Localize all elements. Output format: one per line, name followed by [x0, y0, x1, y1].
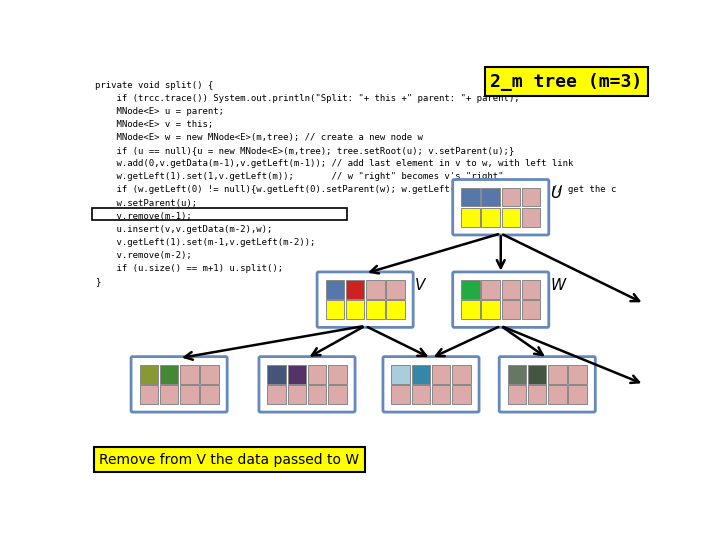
Text: if (trcc.trace()) System.out.println("Split: "+ this +" parent: "+ parent);: if (trcc.trace()) System.out.println("Sp…	[94, 94, 519, 103]
FancyBboxPatch shape	[325, 300, 344, 319]
FancyBboxPatch shape	[180, 365, 199, 383]
FancyBboxPatch shape	[325, 280, 344, 299]
Text: private void split() {: private void split() {	[94, 80, 213, 90]
Text: V: V	[415, 278, 425, 293]
FancyBboxPatch shape	[392, 365, 410, 383]
FancyBboxPatch shape	[287, 385, 306, 403]
Text: if (u.size() == m+1) u.split();: if (u.size() == m+1) u.split();	[94, 264, 283, 273]
FancyBboxPatch shape	[412, 385, 431, 403]
FancyBboxPatch shape	[508, 385, 526, 403]
FancyBboxPatch shape	[383, 356, 479, 412]
Text: w.setParent(u);: w.setParent(u);	[94, 199, 197, 207]
FancyBboxPatch shape	[462, 300, 480, 319]
FancyBboxPatch shape	[453, 179, 549, 235]
FancyBboxPatch shape	[160, 365, 179, 383]
FancyBboxPatch shape	[259, 356, 355, 412]
FancyBboxPatch shape	[548, 385, 567, 403]
Text: 2_m tree (m=3): 2_m tree (m=3)	[490, 73, 643, 91]
FancyBboxPatch shape	[307, 365, 326, 383]
FancyBboxPatch shape	[366, 280, 384, 299]
FancyBboxPatch shape	[482, 280, 500, 299]
FancyBboxPatch shape	[482, 300, 500, 319]
FancyBboxPatch shape	[568, 385, 587, 403]
FancyBboxPatch shape	[307, 385, 326, 403]
FancyBboxPatch shape	[528, 365, 546, 383]
FancyBboxPatch shape	[200, 385, 219, 403]
FancyBboxPatch shape	[548, 365, 567, 383]
FancyBboxPatch shape	[91, 208, 347, 220]
FancyBboxPatch shape	[528, 385, 546, 403]
FancyBboxPatch shape	[452, 365, 471, 383]
FancyBboxPatch shape	[522, 280, 540, 299]
FancyBboxPatch shape	[346, 280, 364, 299]
FancyBboxPatch shape	[432, 365, 451, 383]
FancyBboxPatch shape	[502, 208, 520, 226]
FancyBboxPatch shape	[267, 365, 286, 383]
Text: if (w.getLeft(0) != null){w.getLeft(0).setParent(w); w.getLeft(1).setParent(w);}: if (w.getLeft(0) != null){w.getLeft(0).s…	[94, 185, 616, 194]
FancyBboxPatch shape	[482, 208, 500, 226]
FancyBboxPatch shape	[453, 272, 549, 327]
Text: U: U	[550, 186, 562, 201]
FancyBboxPatch shape	[140, 365, 158, 383]
Text: }: }	[94, 277, 100, 286]
FancyBboxPatch shape	[392, 385, 410, 403]
FancyBboxPatch shape	[522, 188, 540, 206]
FancyBboxPatch shape	[267, 385, 286, 403]
Text: MNode<E> u = parent;: MNode<E> u = parent;	[94, 107, 224, 116]
FancyBboxPatch shape	[200, 365, 219, 383]
FancyBboxPatch shape	[328, 385, 346, 403]
FancyBboxPatch shape	[287, 365, 306, 383]
FancyBboxPatch shape	[346, 300, 364, 319]
Text: W: W	[550, 278, 565, 293]
FancyBboxPatch shape	[502, 280, 520, 299]
FancyBboxPatch shape	[317, 272, 413, 327]
FancyBboxPatch shape	[386, 280, 405, 299]
FancyBboxPatch shape	[386, 300, 405, 319]
FancyBboxPatch shape	[462, 208, 480, 226]
Text: v.remove(m-2);: v.remove(m-2);	[94, 251, 192, 260]
FancyBboxPatch shape	[499, 356, 595, 412]
FancyBboxPatch shape	[412, 365, 431, 383]
FancyBboxPatch shape	[522, 300, 540, 319]
Text: Remove from V the data passed to W: Remove from V the data passed to W	[99, 453, 359, 467]
Text: if (u == null){u = new MNode<E>(m,tree); tree.setRoot(u); v.setParent(u);}: if (u == null){u = new MNode<E>(m,tree);…	[94, 146, 514, 155]
Text: v.getLeft(1).set(m-1,v.getLeft(m-2));: v.getLeft(1).set(m-1,v.getLeft(m-2));	[94, 238, 315, 247]
FancyBboxPatch shape	[432, 385, 451, 403]
FancyBboxPatch shape	[568, 365, 587, 383]
FancyBboxPatch shape	[462, 188, 480, 206]
FancyBboxPatch shape	[502, 300, 520, 319]
FancyBboxPatch shape	[508, 365, 526, 383]
Text: w.add(0,v.getData(m-1),v.getLeft(m-1)); // add last element in v to w, with left: w.add(0,v.getData(m-1),v.getLeft(m-1)); …	[94, 159, 573, 168]
FancyBboxPatch shape	[140, 385, 158, 403]
FancyBboxPatch shape	[452, 385, 471, 403]
Text: u.insert(v,v.getData(m-2),w);: u.insert(v,v.getData(m-2),w);	[94, 225, 272, 234]
FancyBboxPatch shape	[328, 365, 346, 383]
Text: v.remove(m-1);: v.remove(m-1);	[94, 212, 192, 221]
FancyBboxPatch shape	[502, 188, 520, 206]
FancyBboxPatch shape	[131, 356, 228, 412]
Text: MNode<E> v = this;: MNode<E> v = this;	[94, 120, 213, 129]
FancyBboxPatch shape	[522, 208, 540, 226]
Text: w.getLeft(1).set(1,v.getLeft(m));       // w "right" becomes v's "right": w.getLeft(1).set(1,v.getLeft(m)); // w "…	[94, 172, 503, 181]
FancyBboxPatch shape	[462, 280, 480, 299]
FancyBboxPatch shape	[482, 188, 500, 206]
FancyBboxPatch shape	[180, 385, 199, 403]
FancyBboxPatch shape	[366, 300, 384, 319]
FancyBboxPatch shape	[160, 385, 179, 403]
Text: MNode<E> w = new MNode<E>(m,tree); // create a new node w: MNode<E> w = new MNode<E>(m,tree); // cr…	[94, 133, 423, 142]
